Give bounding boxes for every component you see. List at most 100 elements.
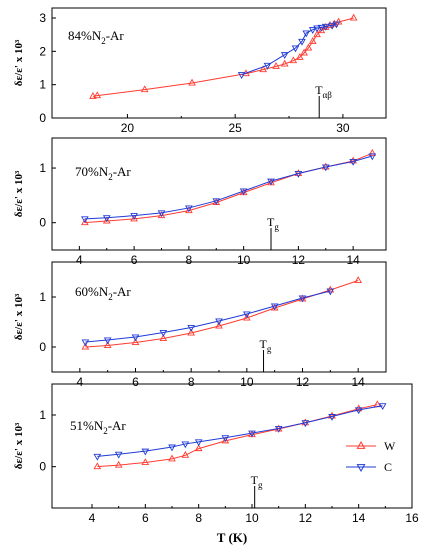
data-point [194,444,203,452]
y-axis-label: δε/ε' x 10³ [13,293,25,340]
data-point [131,338,140,345]
y-tick-label: 1 [39,290,46,304]
x-tick-label: 10 [245,511,259,525]
data-point [141,458,150,466]
data-point [81,342,90,350]
data-point [215,318,223,326]
series-w [93,400,382,470]
series-c [93,403,387,461]
data-point [326,288,335,296]
data-point [140,85,149,93]
data-point [349,156,357,164]
data-point [81,339,90,347]
x-tick-label: 6 [142,511,149,525]
y-tick-label: 0 [39,216,46,230]
data-point [102,216,111,224]
data-point [248,430,256,438]
x-tick-label: 8 [188,375,195,389]
x-tick-label: 14 [352,511,366,525]
transition-marker-label: Tαβ [315,83,332,100]
legend-marker [356,464,366,473]
data-point [308,27,317,34]
data-point [349,159,357,166]
x-tick-label: 4 [89,511,96,525]
data-point [304,43,313,51]
data-point [187,325,195,332]
data-point [93,453,102,461]
data-point [274,425,283,433]
data-point [368,148,377,156]
x-tick-label: 30 [336,121,350,135]
data-point [267,178,275,186]
data-point [368,153,377,161]
x-tick-label: 20 [121,121,135,135]
data-point [313,30,321,38]
data-point [354,276,362,283]
data-point [354,407,363,415]
plot-frame [51,261,387,373]
data-point [317,26,326,34]
data-point [130,214,138,222]
x-tick-label: 16 [405,511,419,525]
chart-panel-1: 20 25 30 0 1 2 3 δε/ε' x 10³ 84%N2-Ar Tαβ [13,7,387,135]
data-point [317,24,326,32]
x-tick-label: 12 [299,511,313,525]
y-tick-label: 3 [39,11,46,25]
data-point [221,435,230,443]
data-point [212,198,221,206]
x-tick-label: 12 [292,253,306,267]
x-tick-label: 10 [240,375,254,389]
chart-panel-3: 4 6 8 10 12 14 0 1 δε/ε' x 10³ 60%N2-Ar Tg [13,261,387,389]
y-tick-label: 0 [39,111,46,125]
y-axis-label: δε/ε' x 10³ [13,170,25,217]
x-tick-label: 6 [132,375,139,389]
x-tick-label: 8 [186,253,193,267]
data-point [280,59,289,67]
data-point [243,311,251,319]
data-point [114,460,123,468]
y-tick-label: 2 [39,44,46,58]
chart-panel-2: 4 6 8 10 12 14 0 1 δε/ε' x 10³ 70%N2-Ar Tg [13,137,387,267]
panel-title: 70%N2-Ar [75,164,131,182]
data-point [221,436,230,444]
data-point [295,53,304,60]
plot-frame [51,383,413,509]
data-point [159,334,168,341]
data-point [89,92,97,99]
data-point [237,72,246,79]
data-point [114,451,123,459]
plot-frame [51,7,387,119]
data-point [187,328,195,336]
data-point [280,52,289,59]
x-tick-label: 25 [228,121,242,135]
y-tick-label: 0 [39,340,46,354]
x-tick-label: 10 [237,253,251,267]
data-point [103,337,112,345]
y-tick-label: 0 [39,460,46,474]
transition-marker-label: Tg [260,337,272,354]
y-tick-label: 1 [39,408,46,422]
data-point [302,30,311,38]
data-point [181,441,190,449]
y-tick-label: 1 [39,161,46,175]
legend-label: C [384,460,392,474]
y-tick-label: 1 [39,78,46,92]
series-c [237,21,341,79]
data-point [239,188,248,196]
x-tick-label: 14 [351,375,365,389]
data-point [157,210,166,218]
data-point [141,448,150,456]
data-point [243,313,251,321]
data-point [168,454,176,462]
data-point [270,303,279,311]
data-point [130,213,138,220]
data-point [300,48,308,56]
data-point [321,23,330,31]
data-point [328,414,336,421]
data-point [131,334,140,342]
panel-title: 84%N2-Ar [68,28,124,46]
data-point [301,420,310,428]
data-point [103,341,112,348]
series-w [81,148,377,226]
